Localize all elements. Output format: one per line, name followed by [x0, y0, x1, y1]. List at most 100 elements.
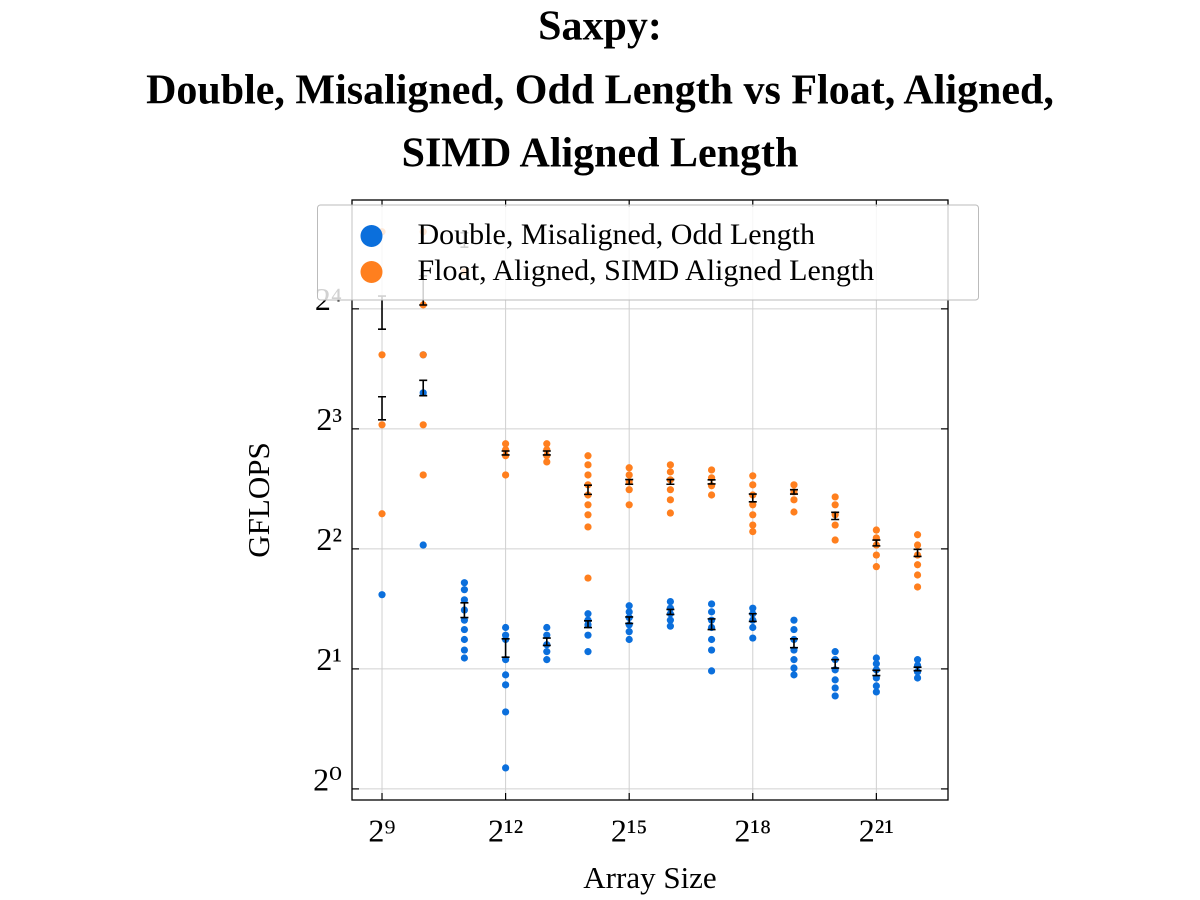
- data-point: [790, 671, 798, 679]
- data-point: [913, 531, 922, 539]
- data-point: [419, 471, 427, 479]
- error-bar: [378, 395, 387, 421]
- x-axis-label: Array Size: [583, 860, 716, 895]
- data-point: [584, 648, 592, 656]
- y-tick-label: 2²: [316, 521, 342, 557]
- data-point: [790, 481, 798, 489]
- data-point: [707, 491, 716, 499]
- data-point: [584, 574, 592, 582]
- data-point: [502, 471, 510, 479]
- data-point: [419, 541, 427, 549]
- legend-label: Double, Misaligned, Odd Length: [418, 218, 815, 251]
- data-point: [872, 654, 880, 662]
- data-point: [584, 471, 592, 479]
- error-bar: [707, 618, 716, 631]
- data-point: [666, 486, 674, 494]
- data-point: [749, 623, 757, 632]
- plot-area: [378, 228, 922, 772]
- x-tick-label: 2⁹: [368, 812, 395, 848]
- data-point: [872, 563, 880, 571]
- data-point: [831, 684, 839, 692]
- error-bar: [913, 548, 922, 558]
- error-bar: [542, 637, 551, 647]
- data-point: [872, 526, 880, 534]
- data-point: [378, 591, 386, 599]
- data-point: [378, 421, 386, 429]
- data-point: [749, 634, 757, 642]
- data-point: [543, 440, 551, 448]
- data-point: [749, 481, 757, 489]
- data-point: [543, 648, 551, 656]
- data-point: [584, 523, 592, 531]
- data-point: [460, 646, 469, 654]
- data-point: [502, 764, 510, 772]
- data-point: [913, 656, 922, 664]
- data-point: [707, 600, 716, 608]
- data-point: [749, 501, 757, 509]
- data-point: [666, 598, 674, 606]
- data-point: [502, 623, 510, 632]
- data-point: [419, 351, 427, 359]
- data-point: [831, 501, 839, 509]
- data-point: [584, 452, 592, 460]
- data-point: [707, 667, 716, 675]
- error-bar: [789, 488, 798, 495]
- data-point: [790, 656, 798, 664]
- data-point: [584, 610, 592, 618]
- data-point: [666, 461, 674, 469]
- error-bar: [583, 620, 592, 629]
- data-point: [666, 616, 674, 624]
- data-point: [378, 351, 386, 359]
- y-tick-label: 2⁰: [313, 761, 342, 797]
- data-point: [502, 440, 510, 448]
- data-point: [831, 493, 839, 501]
- error-bar: [913, 666, 922, 672]
- error-bar: [831, 658, 840, 669]
- data-point: [625, 628, 633, 636]
- data-point: [543, 656, 551, 664]
- data-point: [790, 496, 798, 504]
- data-point: [913, 541, 922, 549]
- error-bar: [666, 478, 675, 486]
- data-point: [749, 472, 757, 480]
- data-point: [625, 602, 633, 610]
- data-point: [543, 458, 551, 466]
- data-point: [749, 527, 757, 536]
- data-point: [625, 635, 633, 644]
- data-point: [666, 496, 674, 504]
- chart-title: Double, Misaligned, Odd Length vs Float,…: [146, 68, 1054, 114]
- legend-marker: [360, 261, 383, 283]
- plot-frame: [351, 199, 949, 801]
- error-bar: [707, 479, 716, 485]
- data-point: [707, 635, 716, 644]
- data-point: [584, 501, 592, 509]
- data-point: [543, 623, 551, 632]
- data-point: [625, 464, 633, 472]
- data-point: [831, 648, 839, 656]
- error-bar: [789, 637, 798, 649]
- chart-title: Saxpy:: [538, 4, 662, 50]
- error-bar: [831, 511, 840, 521]
- data-point: [749, 511, 757, 519]
- data-point: [625, 501, 633, 509]
- data-point: [460, 625, 469, 634]
- legend-marker: [360, 225, 383, 247]
- data-point: [707, 608, 716, 616]
- data-point: [790, 616, 798, 624]
- error-bar: [419, 379, 428, 397]
- data-point: [460, 596, 469, 604]
- error-bar: [748, 612, 757, 623]
- data-point: [584, 511, 592, 519]
- data-point: [749, 521, 757, 529]
- data-point: [502, 681, 510, 689]
- legend-box: [317, 204, 979, 301]
- x-tick-label: 2¹²: [488, 812, 523, 848]
- data-point: [460, 654, 469, 662]
- data-point: [790, 625, 798, 634]
- x-tick-label: 2¹⁵: [611, 812, 648, 848]
- error-bar: [583, 484, 592, 496]
- error-bar: [872, 539, 881, 547]
- data-point: [378, 510, 386, 518]
